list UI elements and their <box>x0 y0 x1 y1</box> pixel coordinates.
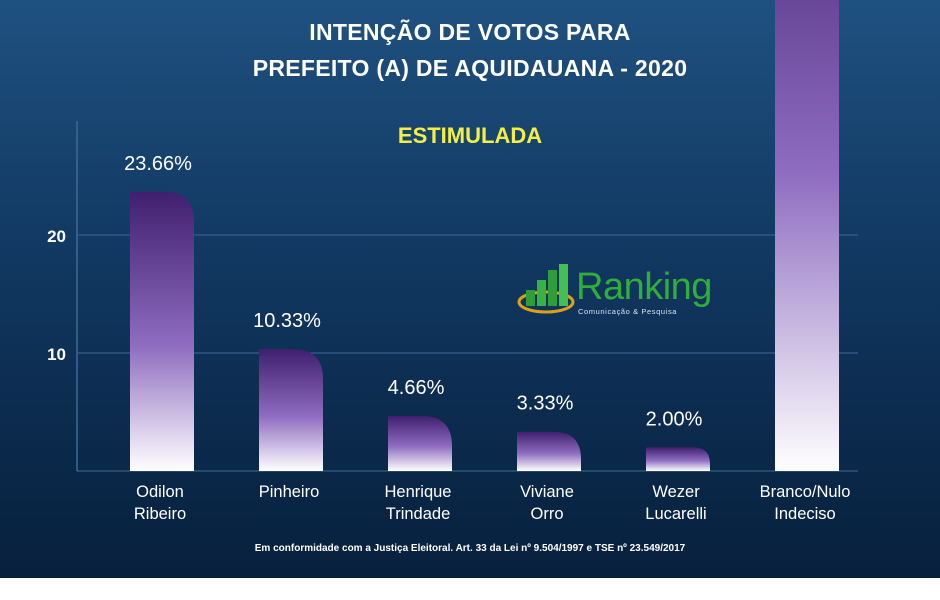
bar-chart-logo-icon <box>517 264 575 314</box>
chart-title-line2: PREFEITO (A) DE AQUIDAUANA - 2020 <box>252 55 688 81</box>
logo-tagline: Comunicação & Pesquisa <box>578 307 678 316</box>
category-label: Viviane <box>520 483 574 501</box>
bar <box>646 447 710 471</box>
data-label: 2.00% <box>646 408 703 430</box>
chart-title: INTENÇÃO DE VOTOS PARA <box>309 19 631 45</box>
ranking-logo: Ranking Comunicação & Pesquisa <box>516 262 716 324</box>
category-label: Lucarelli <box>645 505 706 523</box>
data-label: 23.66% <box>124 153 192 175</box>
category-label: Indeciso <box>774 505 835 523</box>
data-label: 3.33% <box>517 393 574 415</box>
bottom-strip <box>0 578 940 600</box>
y-tick-label: 10 <box>47 345 66 364</box>
category-label: Pinheiro <box>259 483 320 501</box>
bar <box>259 349 323 471</box>
chart-subtitle: ESTIMULADA <box>397 123 543 148</box>
logo-name: Ranking <box>576 266 712 308</box>
category-label: Odilon <box>136 483 184 501</box>
bar <box>130 191 194 471</box>
data-label: 4.66% <box>388 377 445 399</box>
category-label: Henrique <box>385 483 452 501</box>
category-label: Branco/Nulo <box>760 483 851 501</box>
legal-footnote: Em conformidade com a Justiça Eleitoral.… <box>254 543 686 554</box>
category-label: Orro <box>531 505 564 523</box>
bar-chart: 10 20 23.66% Odilon Ribeiro 10.33% Pinheiro 4.6… <box>47 0 858 523</box>
y-tick-label: 20 <box>47 227 66 246</box>
category-label: Trindade <box>386 505 451 523</box>
data-label: 10.33% <box>253 310 321 332</box>
bar <box>775 0 839 471</box>
chart-panel: INTENÇÃO DE VOTOS PARA PREFEITO (A) DE A… <box>0 0 940 578</box>
bar <box>388 416 452 471</box>
category-label: Ribeiro <box>134 505 186 523</box>
bar <box>517 431 581 471</box>
category-label: Wezer <box>652 483 700 501</box>
